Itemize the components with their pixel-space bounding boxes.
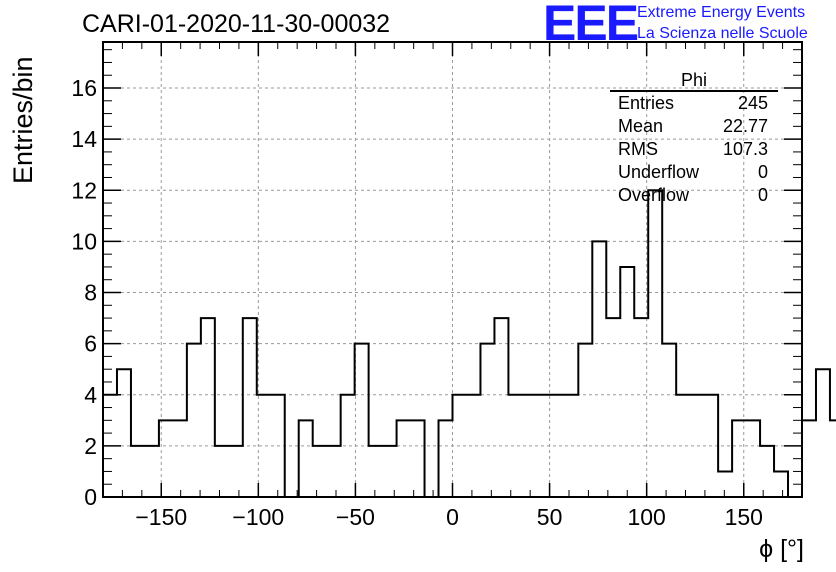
- x-axis-label: ϕ [°]: [759, 535, 804, 563]
- histogram-bin: [466, 395, 480, 497]
- y-tick-label: 16: [71, 75, 97, 101]
- histogram-bin: [494, 318, 508, 497]
- histogram-bin: [606, 318, 620, 497]
- histogram-bin: [550, 395, 564, 497]
- stats-box: Phi Entries 245 Mean 22.77 RMS 107.3 Und…: [610, 70, 778, 207]
- histogram-bin: [536, 395, 550, 497]
- x-tick-label: 50: [537, 504, 563, 530]
- stats-label: RMS: [618, 139, 658, 159]
- histogram-bin: [341, 395, 355, 497]
- histogram-bin: [439, 420, 453, 497]
- stats-label: Underflow: [618, 162, 700, 182]
- histogram-bin: [620, 267, 634, 497]
- y-tick-label: 2: [84, 433, 97, 459]
- x-tick-label: 100: [627, 504, 665, 530]
- x-tick-label: −150: [135, 504, 187, 530]
- stats-row: RMS 107.3: [610, 138, 778, 161]
- x-tick-label: −100: [232, 504, 284, 530]
- histogram-bin: [299, 420, 313, 497]
- histogram-bin: [145, 446, 159, 497]
- stats-label: Entries: [618, 93, 675, 113]
- histogram-bin: [411, 420, 425, 497]
- stats-value: 107.3: [722, 139, 768, 159]
- histogram-bin: [187, 344, 201, 497]
- histogram-bin: [774, 471, 788, 497]
- histogram-bin: [760, 446, 774, 497]
- histogram-bin: [453, 395, 467, 497]
- histogram-bin: [480, 344, 494, 497]
- y-tick-label: 12: [71, 177, 97, 203]
- histogram-bin: [522, 395, 536, 497]
- histogram-bin: [802, 420, 816, 497]
- stats-value: 0: [757, 185, 768, 205]
- histogram-bin: [271, 395, 285, 497]
- histogram-bin: [676, 395, 690, 497]
- stats-row: Overflow 0: [610, 184, 778, 207]
- histogram-bin: [243, 318, 257, 497]
- histogram-bin: [564, 395, 578, 497]
- histogram-bin: [634, 318, 648, 497]
- histogram-bin: [201, 318, 215, 497]
- y-tick-label: 8: [84, 280, 97, 306]
- histogram-bin: [383, 446, 397, 497]
- histogram-bin: [215, 446, 229, 497]
- y-tick-label: 10: [71, 228, 97, 254]
- histogram-bin: [173, 420, 187, 497]
- logo-line-1: Extreme Energy Events: [637, 4, 806, 21]
- stats-row: Mean 22.77: [610, 115, 778, 138]
- histogram-bin: [662, 344, 676, 497]
- logo-line-2: La Scienza nelle Scuole: [637, 25, 808, 42]
- histogram-bin: [690, 395, 704, 497]
- histogram-bin: [257, 395, 271, 497]
- histogram-bin: [131, 446, 145, 497]
- stats-row: Entries 245: [610, 92, 778, 115]
- y-tick-label: 0: [84, 484, 97, 510]
- histogram-bin: [313, 446, 327, 497]
- y-tick-label: 6: [84, 331, 97, 357]
- histogram-bin: [508, 395, 522, 497]
- eee-logo: EEE: [543, 0, 639, 51]
- stats-label: Mean: [618, 116, 664, 136]
- histogram-bin: [592, 241, 606, 497]
- histogram-line: [103, 189, 836, 498]
- stats-label: Overflow: [618, 185, 690, 205]
- histogram-bin: [830, 420, 836, 497]
- histogram-bin: [117, 369, 131, 497]
- x-tick-label: −50: [336, 504, 375, 530]
- stats-value: 245: [737, 93, 768, 113]
- histogram-bin: [746, 420, 760, 497]
- y-tick-label: 4: [84, 382, 97, 408]
- histogram-bin: [327, 446, 341, 497]
- x-tick-label: 0: [446, 504, 459, 530]
- histogram-bin: [355, 344, 369, 497]
- stats-value: 0: [757, 162, 768, 182]
- histogram-bin: [718, 471, 732, 497]
- histogram-bin: [648, 190, 662, 497]
- x-tick-label: 150: [725, 504, 763, 530]
- histogram-bin: [578, 344, 592, 497]
- stats-title: Phi: [610, 70, 778, 92]
- y-tick-label: 14: [71, 126, 97, 152]
- histogram-bin: [397, 420, 411, 497]
- histogram-bin: [229, 446, 243, 497]
- histogram-bin: [816, 369, 830, 497]
- histogram-bin: [369, 446, 383, 497]
- stats-value: 22.77: [722, 116, 768, 136]
- stats-row: Underflow 0: [610, 161, 778, 184]
- chart-title: CARI-01-2020-11-30-00032: [82, 10, 391, 38]
- y-axis-label: Entries/bin: [8, 56, 38, 184]
- histogram-bin: [704, 395, 718, 497]
